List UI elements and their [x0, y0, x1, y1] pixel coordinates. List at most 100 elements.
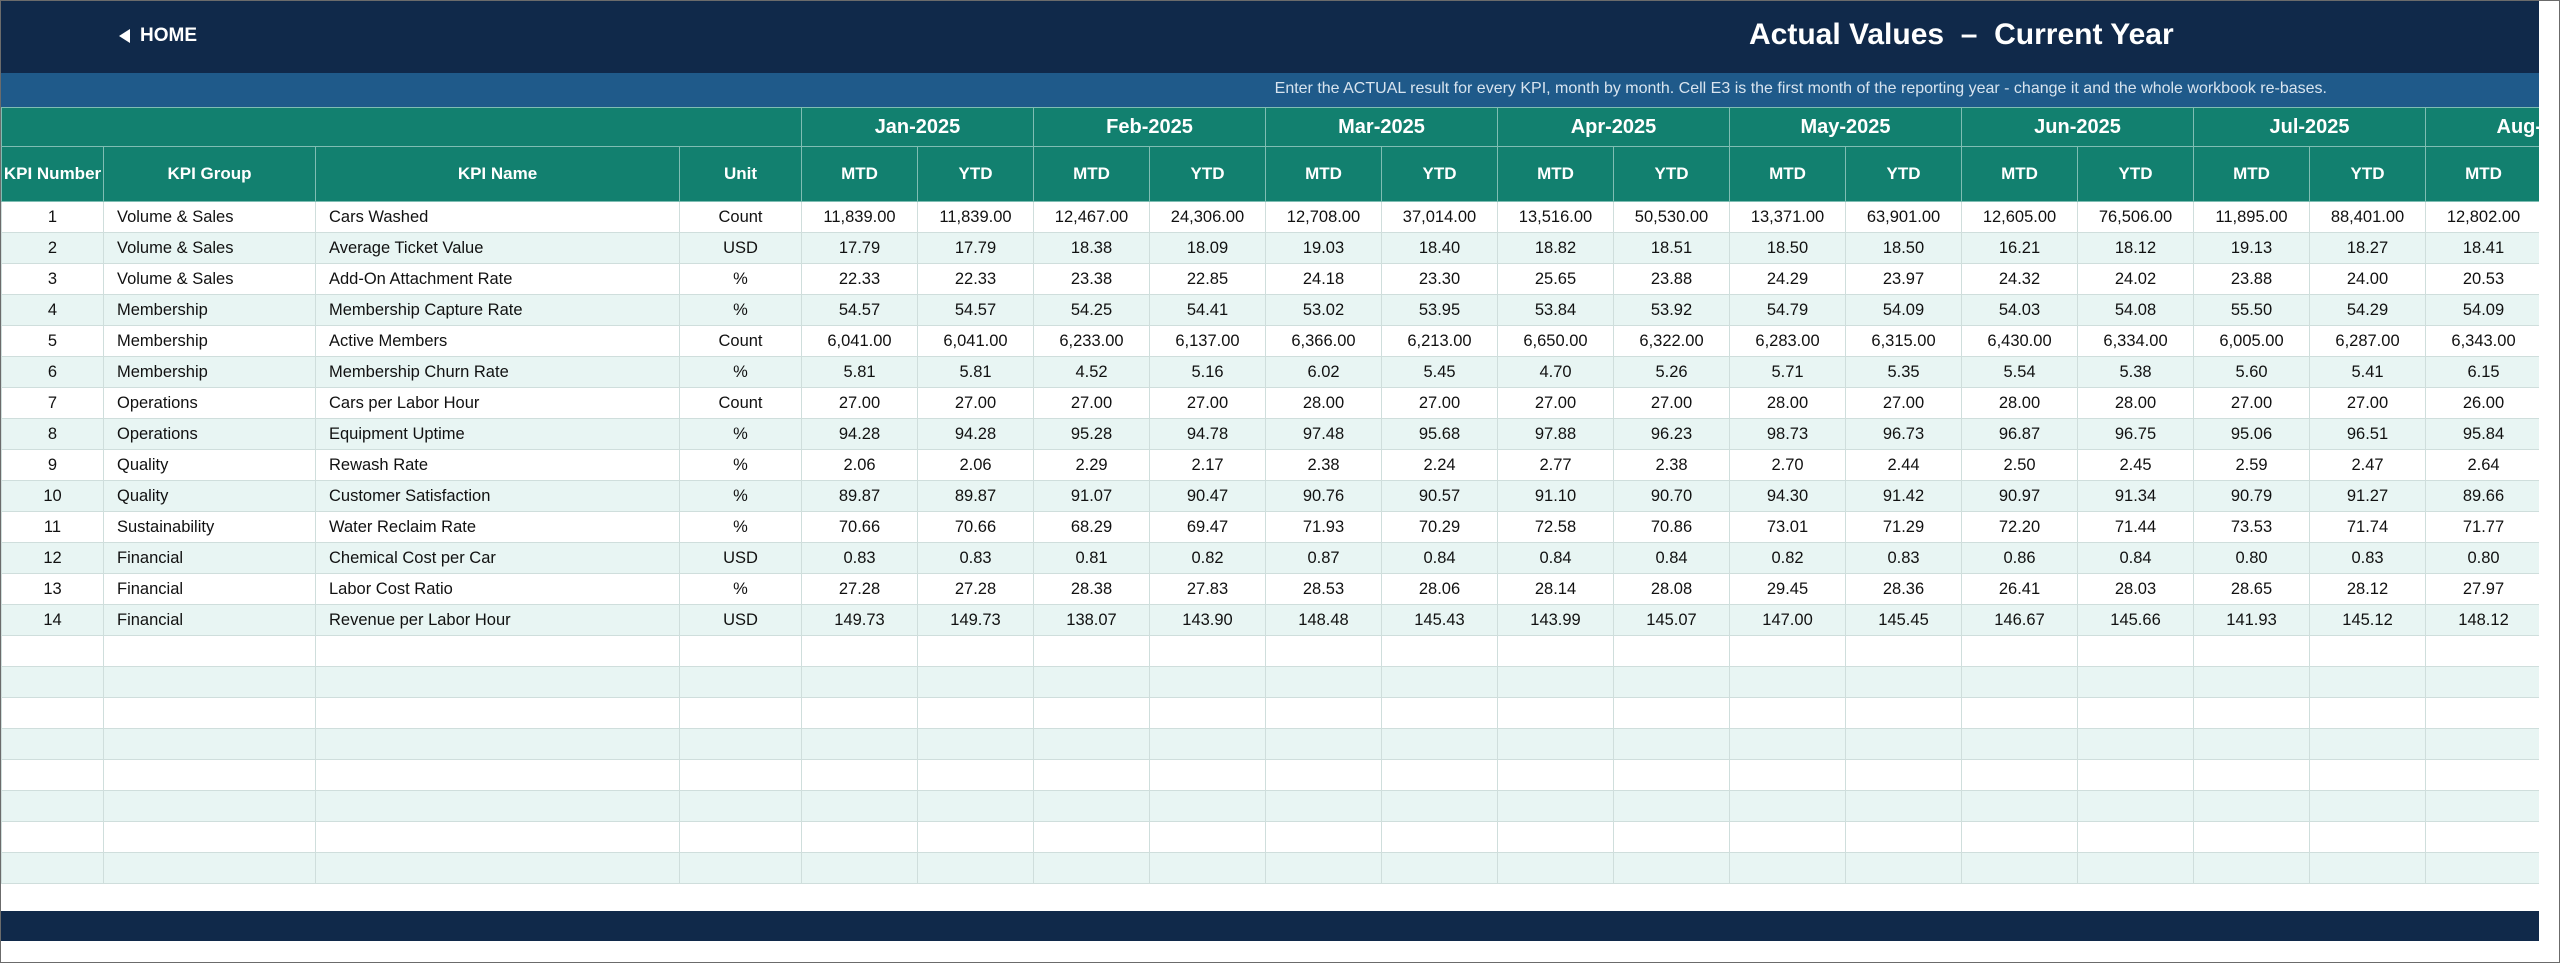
- ytd-value-cell[interactable]: 27.00: [1381, 387, 1498, 419]
- kpi-group-cell[interactable]: Quality: [103, 449, 316, 481]
- kpi-group-cell[interactable]: Volume & Sales: [103, 263, 316, 295]
- mtd-value-cell[interactable]: 28.53: [1265, 573, 1382, 605]
- ytd-value-cell[interactable]: 71.29: [1845, 511, 1963, 543]
- ytd-value-cell[interactable]: 0.83: [917, 542, 1034, 574]
- unit-cell[interactable]: %: [679, 480, 802, 512]
- ytd-value-cell[interactable]: 96.73: [1845, 418, 1963, 450]
- kpi-number-cell[interactable]: 8: [1, 418, 104, 450]
- empty-cell[interactable]: [2077, 821, 2195, 853]
- kpi-group-cell[interactable]: Membership: [103, 325, 316, 357]
- mtd-value-cell[interactable]: 28.00: [1729, 387, 1847, 419]
- kpi-number-cell[interactable]: 12: [1, 542, 104, 574]
- empty-cell[interactable]: [1729, 790, 1847, 822]
- empty-cell[interactable]: [1961, 821, 2079, 853]
- ytd-value-cell[interactable]: 70.86: [1612, 511, 1731, 543]
- mtd-value-cell[interactable]: 4.70: [1497, 356, 1614, 388]
- ytd-value-cell[interactable]: 54.29: [2309, 294, 2427, 326]
- empty-cell[interactable]: [2077, 666, 2195, 698]
- empty-cell[interactable]: [2193, 759, 2311, 791]
- mtd-value-cell[interactable]: 54.03: [1961, 294, 2079, 326]
- unit-cell[interactable]: %: [679, 294, 802, 326]
- unit-cell[interactable]: Count: [679, 201, 802, 233]
- unit-cell[interactable]: %: [679, 418, 802, 450]
- ytd-value-cell[interactable]: 2.24: [1381, 449, 1498, 481]
- mtd-value-cell[interactable]: 2.70: [1729, 449, 1847, 481]
- mtd-value-cell[interactable]: 6.15: [2425, 356, 2539, 388]
- empty-cell[interactable]: [917, 852, 1034, 884]
- mtd-value-cell[interactable]: 148.12: [2425, 604, 2539, 636]
- ytd-value-cell[interactable]: 54.57: [917, 294, 1034, 326]
- mtd-value-cell[interactable]: 54.79: [1729, 294, 1847, 326]
- empty-cell[interactable]: [1033, 790, 1150, 822]
- empty-cell[interactable]: [1729, 759, 1847, 791]
- ytd-value-cell[interactable]: 5.45: [1381, 356, 1498, 388]
- empty-cell[interactable]: [1381, 821, 1498, 853]
- mtd-value-cell[interactable]: 28.65: [2193, 573, 2311, 605]
- mtd-value-cell[interactable]: 72.20: [1961, 511, 2079, 543]
- mtd-value-cell[interactable]: 90.97: [1961, 480, 2079, 512]
- empty-cell[interactable]: [1497, 852, 1614, 884]
- ytd-value-cell[interactable]: 71.74: [2309, 511, 2427, 543]
- mtd-value-cell[interactable]: 53.02: [1265, 294, 1382, 326]
- unit-cell[interactable]: Count: [679, 387, 802, 419]
- kpi-group-cell[interactable]: Quality: [103, 480, 316, 512]
- empty-cell[interactable]: [1612, 852, 1731, 884]
- mtd-value-cell[interactable]: 6,041.00: [801, 325, 918, 357]
- mtd-value-cell[interactable]: 6,283.00: [1729, 325, 1847, 357]
- empty-cell[interactable]: [1845, 790, 1963, 822]
- ytd-value-cell[interactable]: 2.47: [2309, 449, 2427, 481]
- mtd-value-cell[interactable]: 0.87: [1265, 542, 1382, 574]
- ytd-value-cell[interactable]: 0.84: [1381, 542, 1498, 574]
- ytd-value-cell[interactable]: 18.12: [2077, 232, 2195, 264]
- mtd-value-cell[interactable]: 94.30: [1729, 480, 1847, 512]
- ytd-value-cell[interactable]: 11,839.00: [917, 201, 1034, 233]
- mtd-value-cell[interactable]: 11,895.00: [2193, 201, 2311, 233]
- mtd-value-cell[interactable]: 97.48: [1265, 418, 1382, 450]
- ytd-value-cell[interactable]: 145.07: [1612, 604, 1731, 636]
- kpi-number-cell[interactable]: 2: [1, 232, 104, 264]
- empty-cell[interactable]: [1381, 759, 1498, 791]
- kpi-number-cell[interactable]: 14: [1, 604, 104, 636]
- empty-cell[interactable]: [2425, 759, 2539, 791]
- mtd-value-cell[interactable]: 2.77: [1497, 449, 1614, 481]
- mtd-value-cell[interactable]: 70.66: [801, 511, 918, 543]
- ytd-value-cell[interactable]: 90.57: [1381, 480, 1498, 512]
- mtd-value-cell[interactable]: 27.28: [801, 573, 918, 605]
- empty-cell[interactable]: [679, 821, 802, 853]
- empty-cell[interactable]: [917, 821, 1034, 853]
- empty-cell[interactable]: [2077, 790, 2195, 822]
- kpi-name-cell[interactable]: Cars Washed: [315, 201, 680, 233]
- empty-cell[interactable]: [1729, 666, 1847, 698]
- mtd-value-cell[interactable]: 24.29: [1729, 263, 1847, 295]
- empty-cell[interactable]: [1033, 821, 1150, 853]
- empty-cell[interactable]: [1, 759, 104, 791]
- mtd-value-cell[interactable]: 12,708.00: [1265, 201, 1382, 233]
- ytd-value-cell[interactable]: 53.92: [1612, 294, 1731, 326]
- mtd-value-cell[interactable]: 5.60: [2193, 356, 2311, 388]
- mtd-value-cell[interactable]: 22.33: [801, 263, 918, 295]
- empty-cell[interactable]: [679, 728, 802, 760]
- empty-cell[interactable]: [801, 635, 918, 667]
- empty-cell[interactable]: [1845, 666, 1963, 698]
- empty-cell[interactable]: [1, 697, 104, 729]
- mtd-value-cell[interactable]: 2.50: [1961, 449, 2079, 481]
- ytd-value-cell[interactable]: 0.83: [2309, 542, 2427, 574]
- ytd-value-cell[interactable]: 89.87: [917, 480, 1034, 512]
- ytd-value-cell[interactable]: 2.38: [1612, 449, 1731, 481]
- mtd-value-cell[interactable]: 18.38: [1033, 232, 1150, 264]
- kpi-name-cell[interactable]: Membership Capture Rate: [315, 294, 680, 326]
- mtd-value-cell[interactable]: 91.07: [1033, 480, 1150, 512]
- empty-cell[interactable]: [315, 728, 680, 760]
- empty-cell[interactable]: [2077, 728, 2195, 760]
- ytd-value-cell[interactable]: 28.08: [1612, 573, 1731, 605]
- ytd-value-cell[interactable]: 2.06: [917, 449, 1034, 481]
- unit-cell[interactable]: USD: [679, 542, 802, 574]
- empty-cell[interactable]: [1961, 852, 2079, 884]
- ytd-value-cell[interactable]: 27.00: [1612, 387, 1731, 419]
- mtd-value-cell[interactable]: 68.29: [1033, 511, 1150, 543]
- ytd-value-cell[interactable]: 54.41: [1149, 294, 1266, 326]
- ytd-value-cell[interactable]: 27.28: [917, 573, 1034, 605]
- mtd-value-cell[interactable]: 146.67: [1961, 604, 2079, 636]
- mtd-value-cell[interactable]: 147.00: [1729, 604, 1847, 636]
- mtd-value-cell[interactable]: 13,371.00: [1729, 201, 1847, 233]
